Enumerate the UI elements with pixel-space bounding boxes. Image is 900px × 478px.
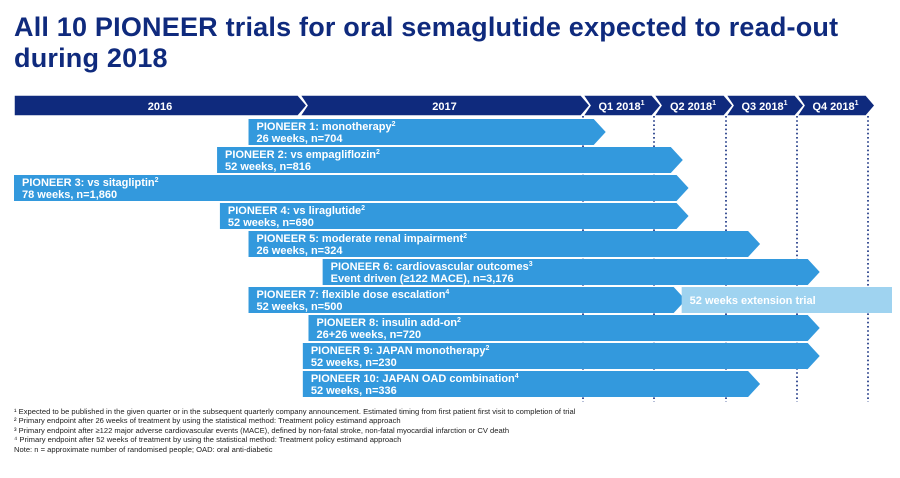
trial-name-7: PIONEER 7: flexible dose escalation4 [257, 289, 450, 301]
footnotes: ¹ Expected to be published in the given … [14, 407, 894, 454]
trial-name-10: PIONEER 10: JAPAN OAD combination4 [311, 373, 519, 385]
footnote-2: ² Primary endpoint after 26 weeks of tre… [14, 416, 401, 426]
trial-bar-2 [217, 147, 683, 173]
trial-bar-5 [248, 231, 761, 257]
period-label-3: Q2 20181 [670, 100, 716, 113]
footnote-3: ³ Primary endpoint after ≥122 major adve… [14, 425, 510, 435]
trial-name-8: PIONEER 8: insulin add-on2 [316, 317, 461, 329]
period-header-2 [581, 94, 662, 117]
trial-name-2: PIONEER 2: vs empagliflozin2 [225, 149, 380, 161]
trial-detail-10: 52 weeks, n=336 [311, 385, 397, 397]
trial-bar-3 [14, 175, 689, 201]
trial-bar-1 [248, 119, 606, 145]
period-header-5 [795, 94, 876, 117]
period-label-1: 2017 [432, 101, 456, 113]
trial-bar-8 [308, 315, 820, 341]
trial-bar-7 [248, 287, 686, 313]
trial-bar-10 [302, 371, 761, 397]
extension-label: 52 weeks extension trial [690, 295, 816, 307]
period-label-4: Q3 20181 [741, 100, 787, 113]
trial-detail-7: 52 weeks, n=500 [257, 301, 343, 313]
trial-timeline-chart: 2016 2017 Q1 20181 Q2 20181 Q3 20181 Q4 20181… [13, 94, 892, 402]
trial-bar-6 [322, 259, 820, 285]
trial-name-3: PIONEER 3: vs sitagliptin2 [22, 177, 159, 189]
trial-name-4: PIONEER 4: vs liraglutide2 [228, 205, 365, 217]
page-title: All 10 PIONEER trials for oral semagluti… [14, 12, 839, 73]
extension-bar [681, 287, 892, 313]
trial-detail-5: 26 weeks, n=324 [257, 245, 344, 257]
period-header-0 [13, 94, 308, 117]
period-header-4 [724, 94, 805, 117]
trial-name-5: PIONEER 5: moderate renal impairment2 [257, 233, 468, 245]
trial-detail-3: 78 weeks, n=1,860 [22, 189, 117, 201]
trial-name-6: PIONEER 6: cardiovascular outcomes3 [331, 261, 533, 273]
trial-name-9: PIONEER 9: JAPAN monotherapy2 [311, 345, 490, 357]
trial-detail-2: 52 weeks, n=816 [225, 161, 311, 173]
period-header-1 [298, 94, 591, 117]
period-header-3 [652, 94, 734, 117]
period-label-2: Q1 20181 [598, 100, 644, 113]
period-label-0: 2016 [148, 101, 172, 113]
trial-name-1: PIONEER 1: monotherapy2 [257, 121, 396, 133]
trial-detail-6: Event driven (≥122 MACE), n=3,176 [331, 273, 514, 285]
trial-detail-4: 52 weeks, n=690 [228, 217, 314, 229]
footnote-4: ⁴ Primary endpoint after 52 weeks of tre… [14, 435, 402, 445]
trial-detail-8: 26+26 weeks, n=720 [316, 329, 421, 341]
trial-detail-1: 26 weeks, n=704 [257, 133, 344, 145]
period-label-5: Q4 20181 [812, 100, 858, 113]
trial-detail-9: 52 weeks, n=230 [311, 357, 397, 369]
trial-bar-4 [219, 203, 689, 229]
footnote-1: ¹ Expected to be published in the given … [14, 407, 576, 416]
footnote-note: Note: n = approximate number of randomis… [14, 444, 273, 454]
trial-bar-9 [302, 343, 820, 369]
